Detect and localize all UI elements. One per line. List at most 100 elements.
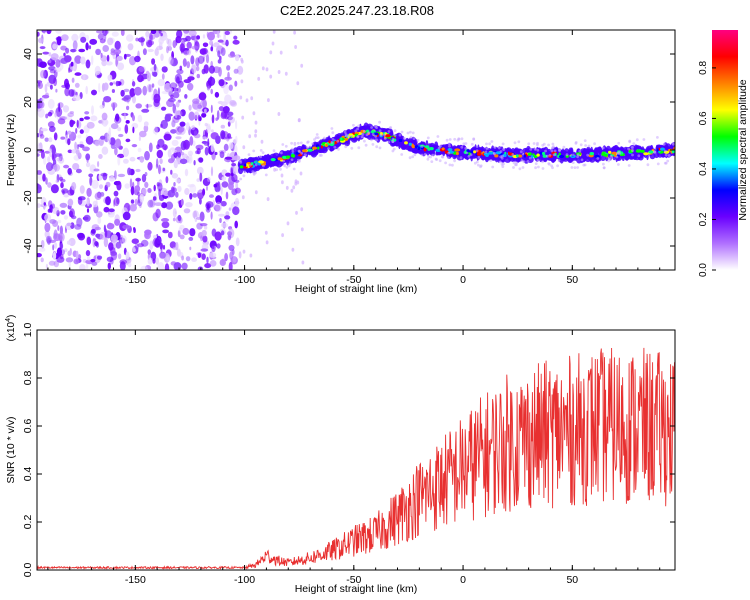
noise-speckle (228, 53, 236, 58)
ridge-halo (617, 141, 621, 145)
noise-speckle (86, 187, 92, 197)
ridge-halo (484, 150, 488, 154)
noise-speckle (152, 258, 156, 264)
noise-speckle (79, 144, 85, 149)
noise-speckle (187, 82, 194, 91)
ridge-halo (457, 137, 461, 141)
ridge-halo (534, 162, 538, 166)
ridge-halo (628, 139, 632, 143)
noise-speckle (53, 67, 62, 73)
noise-speckle (210, 46, 213, 52)
noise-speckle (219, 259, 226, 266)
noise-speckle (267, 98, 270, 103)
noise-speckle (215, 135, 221, 145)
ridge-halo (464, 147, 468, 150)
noise-speckle (37, 203, 41, 208)
ridge-halo (493, 152, 496, 156)
noise-speckle (233, 68, 239, 74)
spectrogram-x-axis-label: Height of straight line (km) (295, 283, 418, 295)
noise-speckle (132, 114, 135, 122)
noise-speckle (127, 167, 132, 176)
noise-speckle (281, 180, 284, 185)
noise-speckle (196, 217, 202, 220)
noise-speckle (137, 114, 143, 123)
noise-speckle (163, 133, 172, 141)
ridge-halo (243, 170, 247, 174)
noise-speckle (125, 251, 130, 260)
noise-speckle (183, 139, 190, 150)
noise-speckle (196, 73, 200, 79)
noise-speckle (104, 32, 107, 42)
noise-speckle (196, 147, 201, 155)
noise-speckle (204, 108, 207, 114)
noise-speckle (63, 164, 70, 169)
noise-speckle (85, 263, 89, 269)
noise-speckle (91, 105, 94, 115)
noise-speckle (143, 124, 149, 133)
noise-speckle (60, 210, 66, 215)
noise-speckle (67, 112, 74, 117)
noise-speckle (54, 112, 58, 118)
noise-speckle (93, 255, 97, 260)
noise-speckle (177, 151, 181, 158)
noise-speckle (235, 237, 240, 247)
noise-speckle (123, 158, 129, 164)
noise-speckle (197, 114, 201, 122)
noise-speckle (231, 163, 237, 167)
noise-speckle (70, 61, 74, 67)
ridge-halo (296, 158, 300, 162)
ridge-core (404, 141, 408, 145)
noise-speckle (202, 136, 208, 140)
ridge-halo (596, 157, 600, 160)
noise-speckle (207, 76, 216, 86)
ridge-halo (527, 142, 531, 146)
noise-speckle (296, 81, 300, 86)
noise-speckle (213, 42, 220, 48)
ridge-halo (459, 156, 463, 160)
noise-speckle (300, 63, 304, 68)
noise-speckle (265, 67, 269, 72)
ridge-halo (365, 133, 369, 137)
noise-speckle (129, 178, 133, 188)
noise-speckle (149, 32, 153, 42)
noise-speckle (196, 166, 204, 175)
ridge-core (476, 152, 482, 156)
noise-speckle (241, 195, 245, 200)
noise-speckle (208, 65, 215, 74)
noise-speckle (177, 185, 182, 193)
noise-speckle (172, 208, 177, 218)
noise-speckle (233, 155, 241, 161)
noise-speckle (171, 173, 179, 179)
ridge-halo (431, 153, 435, 157)
noise-speckle (125, 138, 131, 143)
ridge-halo (557, 159, 561, 163)
noise-speckle (161, 66, 168, 73)
noise-speckle (234, 54, 240, 62)
noise-speckle (187, 150, 193, 156)
ridge-halo (544, 149, 547, 153)
noise-speckle (185, 122, 190, 131)
noise-speckle (70, 66, 76, 71)
noise-speckle (177, 230, 181, 238)
colorbar-gradient (712, 30, 738, 270)
noise-speckle (142, 85, 147, 96)
noise-speckle (48, 260, 56, 266)
noise-speckle (135, 103, 142, 109)
ridge-core (488, 151, 494, 155)
noise-speckle (249, 253, 253, 258)
ridge-blob (598, 146, 602, 155)
noise-speckle (224, 94, 232, 104)
ridge-core (542, 154, 548, 158)
noise-speckle (97, 161, 100, 168)
noise-speckle (156, 45, 164, 51)
noise-speckle (122, 224, 131, 230)
noise-speckle (216, 110, 220, 120)
noise-speckle (71, 77, 75, 83)
noise-speckle (148, 142, 153, 153)
noise-speckle (199, 223, 208, 227)
colorbar-tick-label: 0.4 (698, 162, 709, 176)
noise-speckle (104, 119, 109, 126)
noise-speckle (225, 191, 229, 200)
ridge-core (290, 154, 296, 158)
ridge-halo (378, 120, 381, 124)
